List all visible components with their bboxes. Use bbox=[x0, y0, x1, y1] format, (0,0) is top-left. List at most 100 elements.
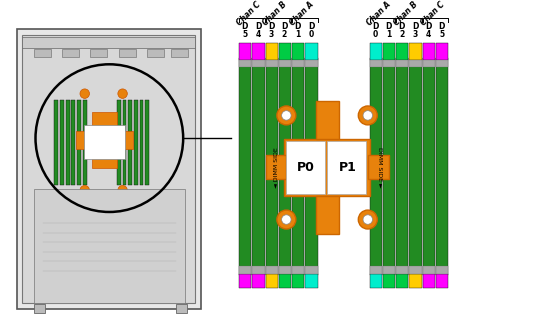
Text: D: D bbox=[268, 22, 274, 31]
Bar bbox=[370, 266, 382, 273]
Bar bbox=[252, 266, 265, 273]
Text: 5: 5 bbox=[242, 30, 248, 39]
Text: Chan C: Chan C bbox=[235, 0, 262, 27]
Bar bbox=[34, 304, 45, 313]
Bar bbox=[305, 273, 317, 288]
Circle shape bbox=[118, 185, 128, 195]
Text: D: D bbox=[372, 22, 378, 31]
Bar bbox=[383, 273, 395, 288]
Bar bbox=[396, 273, 409, 288]
Text: D: D bbox=[399, 22, 405, 31]
Circle shape bbox=[80, 185, 90, 195]
Bar bbox=[305, 59, 317, 67]
Bar bbox=[284, 139, 370, 196]
Bar bbox=[76, 131, 133, 149]
Bar bbox=[292, 266, 304, 273]
Bar bbox=[123, 100, 127, 185]
Bar bbox=[370, 59, 382, 67]
Text: Chan A: Chan A bbox=[365, 0, 393, 28]
Bar bbox=[147, 49, 164, 57]
Text: D: D bbox=[412, 22, 419, 31]
Bar bbox=[239, 59, 251, 67]
Bar bbox=[62, 49, 79, 57]
Circle shape bbox=[282, 111, 291, 120]
Circle shape bbox=[363, 215, 372, 224]
Text: 1: 1 bbox=[295, 30, 300, 39]
Text: 4: 4 bbox=[426, 30, 431, 39]
Bar bbox=[34, 49, 51, 57]
Circle shape bbox=[363, 111, 372, 120]
Bar bbox=[409, 58, 422, 275]
Bar bbox=[409, 266, 422, 273]
Bar bbox=[316, 196, 339, 234]
Text: D: D bbox=[308, 22, 314, 31]
Bar bbox=[396, 58, 409, 275]
Bar bbox=[292, 59, 304, 67]
Bar bbox=[77, 100, 81, 185]
Bar bbox=[84, 125, 125, 159]
Text: 0: 0 bbox=[373, 30, 378, 39]
Bar bbox=[140, 100, 144, 185]
Text: 2: 2 bbox=[399, 30, 404, 39]
Bar bbox=[422, 44, 435, 59]
Bar bbox=[83, 100, 86, 185]
Bar bbox=[134, 100, 138, 185]
Bar bbox=[54, 100, 58, 185]
Text: P0: P0 bbox=[298, 161, 315, 174]
Bar bbox=[92, 112, 117, 169]
Bar bbox=[128, 100, 132, 185]
Bar bbox=[370, 273, 382, 288]
Circle shape bbox=[277, 106, 296, 125]
Bar bbox=[72, 100, 75, 185]
Text: D: D bbox=[386, 22, 392, 31]
Text: DIMM SIDE ►: DIMM SIDE ► bbox=[377, 147, 382, 188]
Bar bbox=[252, 273, 265, 288]
Bar bbox=[239, 266, 251, 273]
Text: ◄ DIMM SIDE: ◄ DIMM SIDE bbox=[274, 147, 279, 188]
Text: 1: 1 bbox=[386, 30, 391, 39]
Bar bbox=[279, 273, 291, 288]
Circle shape bbox=[358, 210, 377, 229]
Bar bbox=[266, 273, 278, 288]
Text: 5: 5 bbox=[439, 30, 444, 39]
Text: D: D bbox=[295, 22, 301, 31]
Circle shape bbox=[80, 89, 90, 98]
Circle shape bbox=[277, 210, 296, 229]
Bar bbox=[327, 141, 366, 194]
Bar bbox=[239, 58, 251, 275]
Bar bbox=[266, 59, 278, 67]
Bar bbox=[66, 100, 70, 185]
Bar bbox=[279, 266, 291, 273]
Bar bbox=[292, 273, 304, 288]
Bar bbox=[279, 59, 291, 67]
Bar bbox=[409, 44, 422, 59]
Bar bbox=[316, 101, 339, 139]
Bar bbox=[266, 44, 278, 59]
Bar bbox=[119, 49, 136, 57]
Bar bbox=[266, 58, 278, 275]
Text: D: D bbox=[438, 22, 445, 31]
Text: D: D bbox=[255, 22, 261, 31]
Bar bbox=[292, 58, 304, 275]
Bar bbox=[252, 59, 265, 67]
Bar bbox=[422, 58, 435, 275]
Text: 3: 3 bbox=[268, 30, 274, 39]
Bar bbox=[422, 273, 435, 288]
Bar bbox=[396, 266, 409, 273]
Bar bbox=[287, 141, 325, 194]
Circle shape bbox=[282, 215, 291, 224]
Bar bbox=[436, 266, 448, 273]
Text: P1: P1 bbox=[339, 161, 357, 174]
Bar bbox=[436, 44, 448, 59]
Bar bbox=[436, 273, 448, 288]
Bar bbox=[22, 37, 195, 48]
Bar bbox=[396, 44, 409, 59]
Bar bbox=[34, 189, 185, 303]
Text: 4: 4 bbox=[255, 30, 261, 39]
Text: Chan A: Chan A bbox=[288, 0, 316, 28]
Bar bbox=[436, 58, 448, 275]
Bar bbox=[175, 304, 187, 313]
Bar bbox=[279, 44, 291, 59]
Bar bbox=[305, 44, 317, 59]
Text: Chan B: Chan B bbox=[261, 0, 289, 28]
